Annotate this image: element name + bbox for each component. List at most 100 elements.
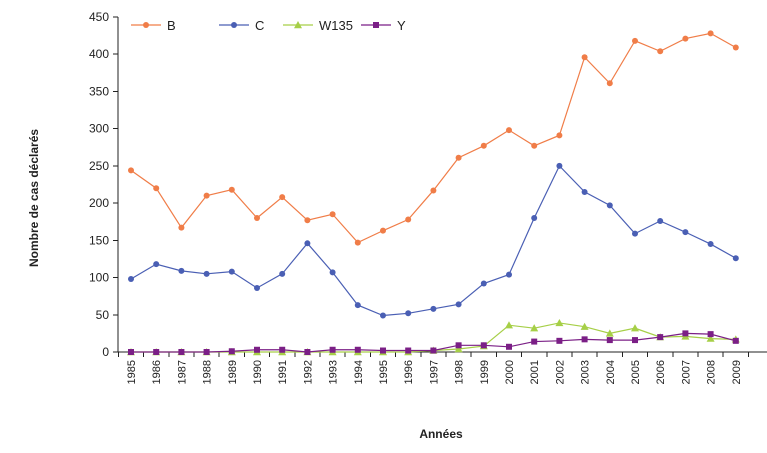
x-tick-label: 1999 [479, 360, 491, 384]
data-point-y [531, 339, 537, 345]
series-y [128, 330, 739, 355]
data-point-w135 [505, 321, 513, 328]
data-point-y [128, 349, 134, 355]
data-point-y [405, 348, 411, 354]
data-point-y [355, 347, 361, 353]
data-point-c [733, 255, 739, 261]
y-axis-title: Nombre de cas déclarés [27, 129, 41, 267]
legend-swatch-marker [231, 22, 237, 28]
data-point-y [178, 349, 184, 355]
y-tick-label: 350 [89, 84, 109, 98]
x-tick-label: 2004 [605, 360, 617, 384]
data-point-c [708, 241, 714, 247]
data-point-b [128, 167, 134, 173]
data-point-c [380, 313, 386, 319]
data-point-b [330, 211, 336, 217]
data-point-b [153, 185, 159, 191]
legend-label: Y [397, 18, 406, 33]
data-point-b [178, 225, 184, 231]
x-tick-label: 2000 [504, 360, 516, 384]
data-point-c [355, 302, 361, 308]
x-tick-label: 1996 [403, 360, 415, 384]
y-tick-label: 300 [89, 122, 109, 136]
data-point-b [355, 240, 361, 246]
data-point-b [632, 38, 638, 44]
x-tick-label: 2003 [580, 360, 592, 384]
legend-item-y: Y [361, 18, 406, 33]
y-tick-label: 200 [89, 196, 109, 210]
data-point-c [204, 271, 210, 277]
x-tick-label: 1992 [302, 360, 314, 384]
data-point-b [254, 215, 260, 221]
x-tick-label: 1985 [126, 360, 138, 384]
series-c [128, 163, 739, 319]
data-point-c [682, 229, 688, 235]
data-point-y [304, 349, 310, 355]
data-point-y [229, 348, 235, 354]
x-tick-label: 1991 [277, 360, 289, 384]
data-point-b [279, 194, 285, 200]
legend-item-b: B [131, 18, 176, 33]
series-line-b [131, 33, 736, 242]
data-point-b [657, 48, 663, 54]
x-tick-label: 2002 [554, 360, 566, 384]
data-point-y [380, 348, 386, 354]
legend-item-w135: W135 [283, 18, 353, 33]
data-point-y [153, 349, 159, 355]
x-tick-label: 2006 [655, 360, 667, 384]
data-point-b [682, 36, 688, 42]
x-tick-label: 1986 [151, 360, 163, 384]
data-point-b [430, 187, 436, 193]
data-point-w135 [555, 319, 563, 326]
x-tick-label: 2009 [731, 360, 743, 384]
x-tick-label: 1995 [378, 360, 390, 384]
data-point-c [607, 202, 613, 208]
data-point-y [430, 348, 436, 354]
data-point-y [733, 338, 739, 344]
data-point-b [607, 80, 613, 86]
data-point-c [506, 272, 512, 278]
legend-swatch-marker [373, 22, 379, 28]
y-tick-label: 450 [89, 10, 109, 24]
legend-label: B [167, 18, 176, 33]
y-tick-label: 150 [89, 233, 109, 247]
data-point-w135 [631, 324, 639, 331]
data-point-y [556, 338, 562, 344]
data-point-c [128, 276, 134, 282]
data-point-c [304, 240, 310, 246]
data-point-b [582, 54, 588, 60]
x-tick-label: 1998 [454, 360, 466, 384]
data-point-y [254, 347, 260, 353]
x-tick-label: 1997 [428, 360, 440, 384]
legend-swatch-marker [143, 22, 149, 28]
data-point-c [178, 268, 184, 274]
data-point-c [430, 306, 436, 312]
data-point-y [682, 330, 688, 336]
data-point-y [481, 342, 487, 348]
data-point-y [582, 336, 588, 342]
data-point-c [481, 281, 487, 287]
data-point-b [456, 155, 462, 161]
data-point-y [506, 344, 512, 350]
data-point-c [556, 163, 562, 169]
data-point-c [657, 218, 663, 224]
data-point-b [708, 30, 714, 36]
data-point-c [632, 231, 638, 237]
data-point-b [380, 228, 386, 234]
x-tick-label: 1994 [353, 360, 365, 384]
data-point-y [204, 349, 210, 355]
data-point-c [456, 301, 462, 307]
data-point-y [607, 337, 613, 343]
y-tick-label: 100 [89, 271, 109, 285]
data-point-b [304, 217, 310, 223]
data-point-b [229, 187, 235, 193]
data-point-b [733, 45, 739, 51]
legend-label: W135 [319, 18, 353, 33]
data-point-b [204, 193, 210, 199]
data-point-y [708, 331, 714, 337]
data-point-c [279, 271, 285, 277]
data-point-y [632, 337, 638, 343]
x-tick-label: 2001 [529, 360, 541, 384]
